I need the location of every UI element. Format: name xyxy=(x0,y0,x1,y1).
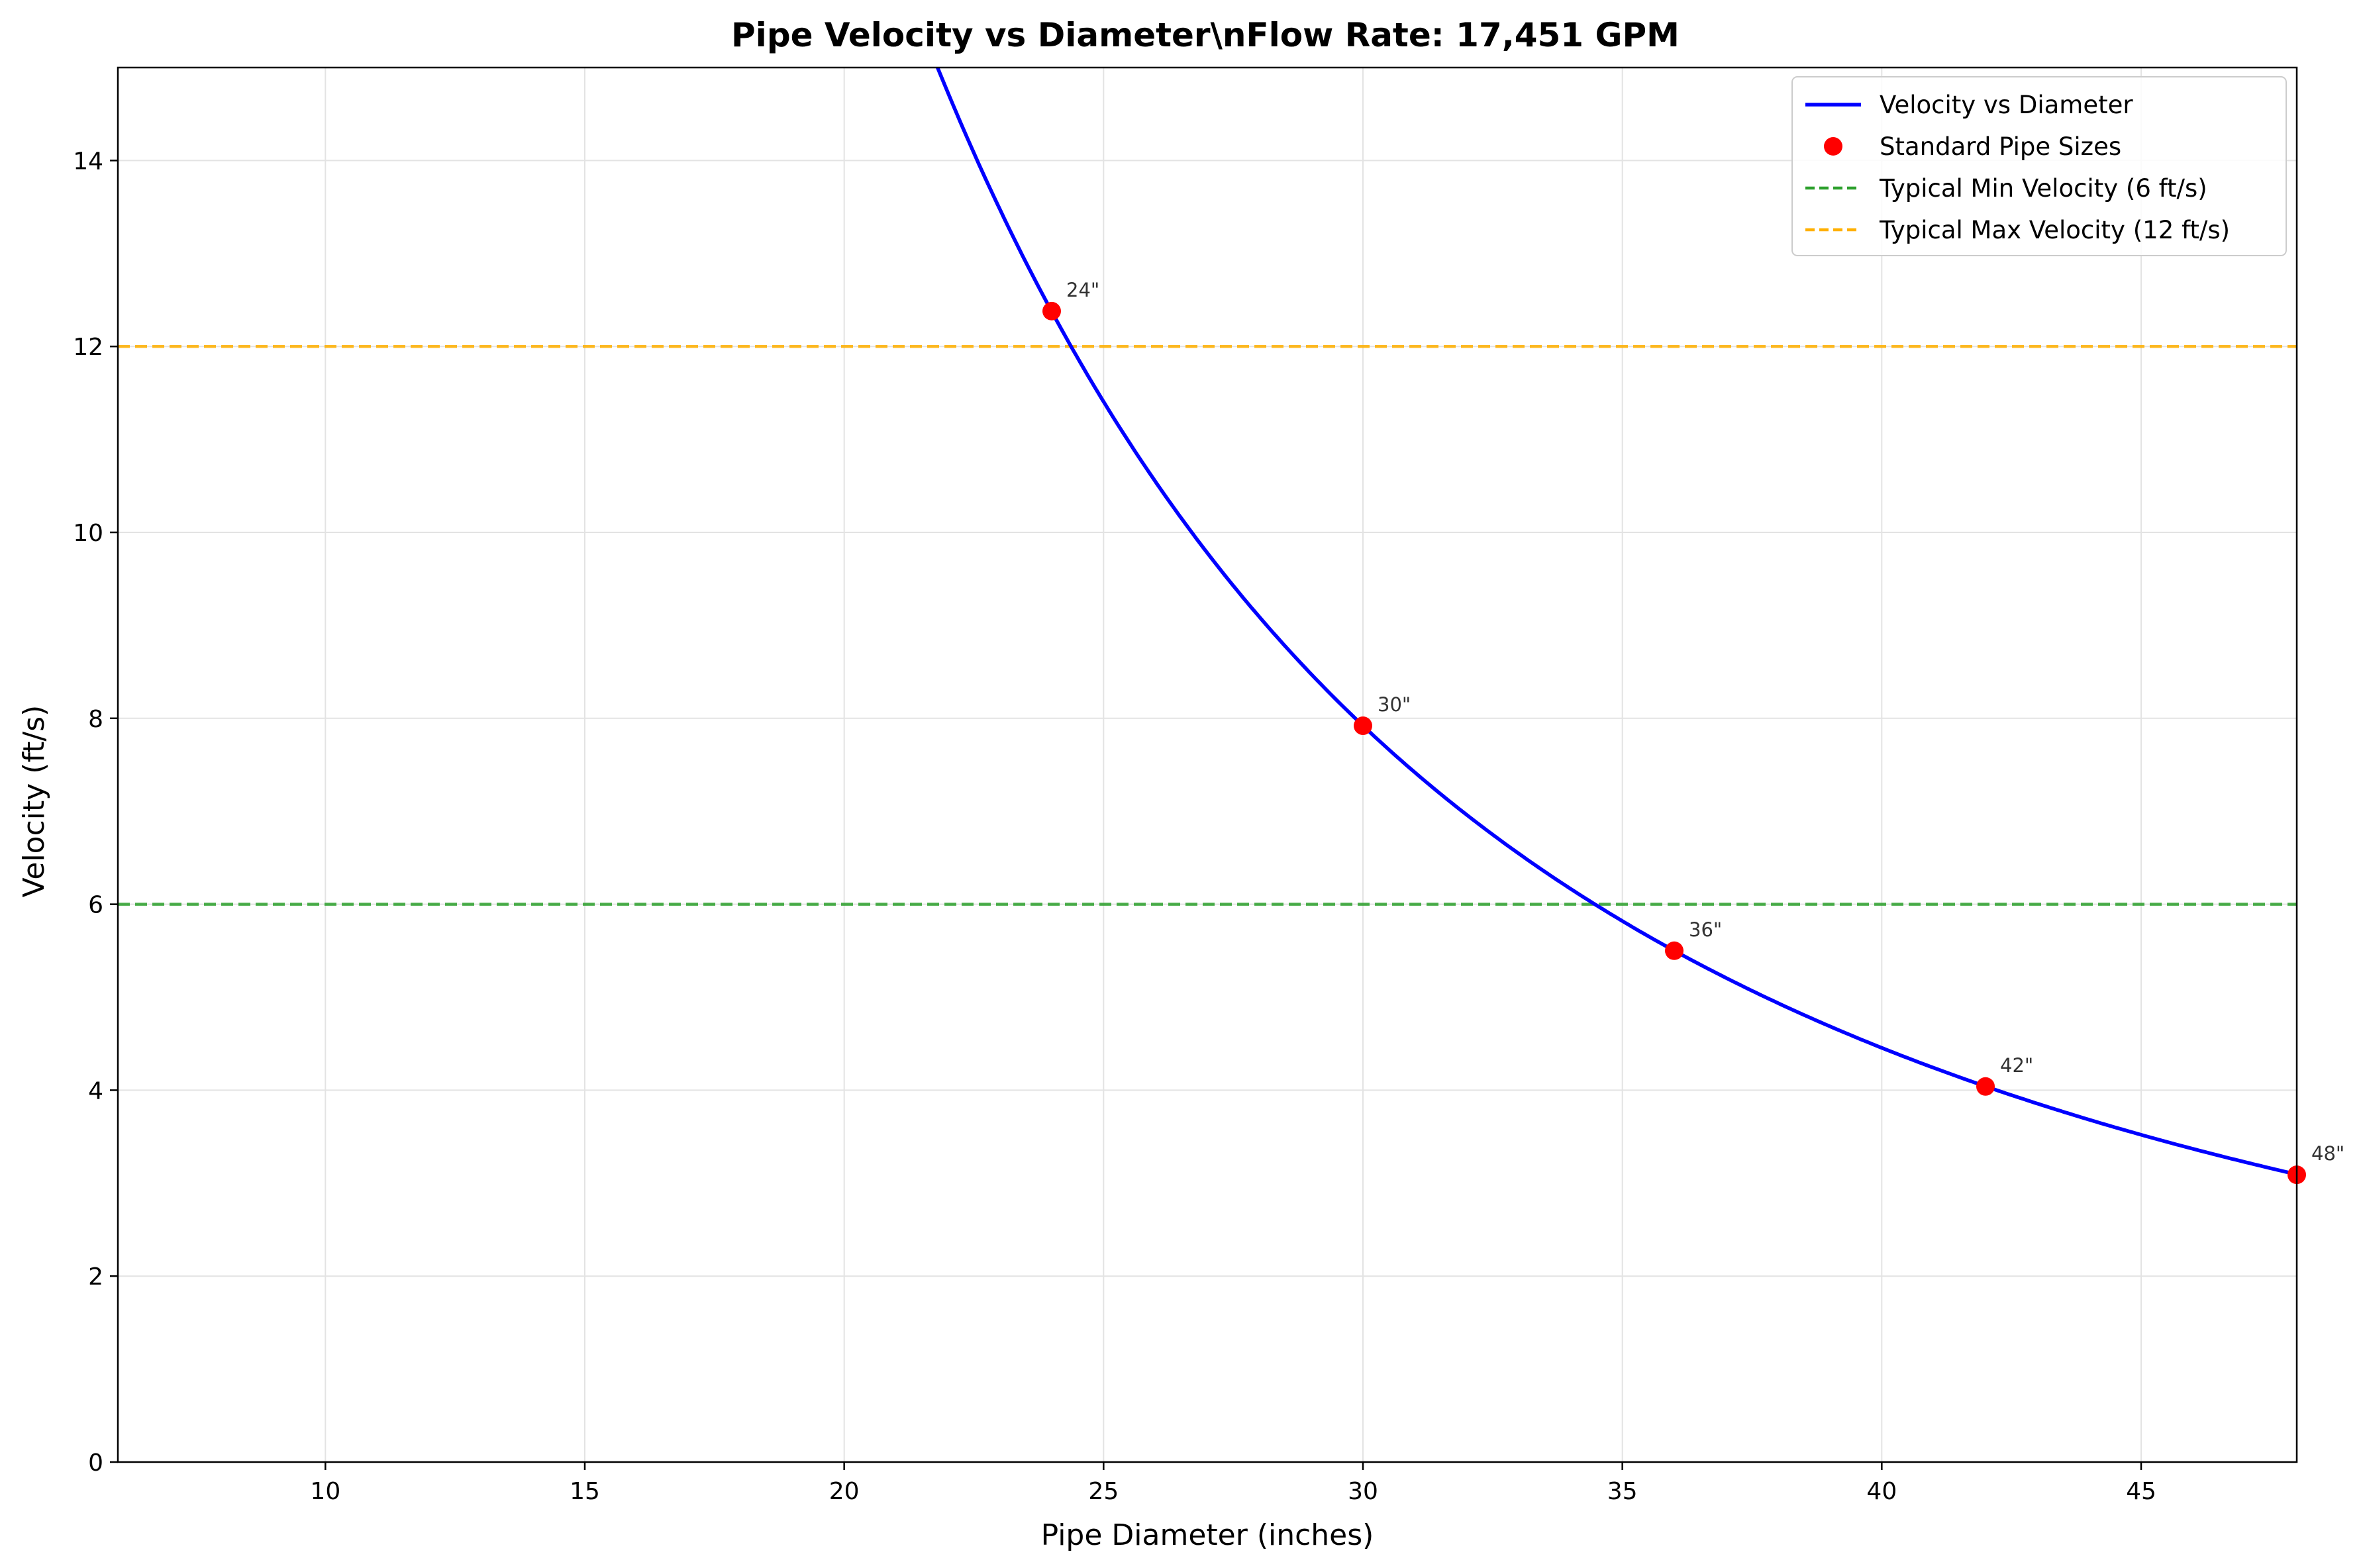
y-tick-label: 12 xyxy=(73,334,103,361)
legend-box xyxy=(1791,76,2287,256)
standard-size-label: 24" xyxy=(1066,279,1099,301)
x-tick-label: 10 xyxy=(310,1478,340,1505)
y-tick-label: 4 xyxy=(88,1077,103,1104)
legend-entry-curve: Velocity vs Diameter xyxy=(1805,91,2133,119)
standard-size-points: 24" 30" 36" 42" 48" xyxy=(1042,279,2344,1185)
legend-swatch xyxy=(1824,137,1842,156)
legend-label: Velocity vs Diameter xyxy=(1880,91,2133,119)
legend-entry-min: Typical Min Velocity (6 ft/s) xyxy=(1805,174,2207,203)
legend-entry-points: Standard Pipe Sizes xyxy=(1824,132,2121,161)
y-tick-label: 0 xyxy=(88,1449,103,1477)
standard-size-point xyxy=(1976,1077,1995,1096)
standard-size-label: 42" xyxy=(2000,1054,2033,1077)
standard-size-point xyxy=(1042,301,1061,320)
velocity-curve-layer xyxy=(935,68,2297,1177)
y-axis-ticks: 0 2 4 6 8 10 12 14 xyxy=(73,148,118,1477)
y-tick-label: 8 xyxy=(88,706,103,733)
legend-entry-max: Typical Max Velocity (12 ft/s) xyxy=(1805,216,2230,244)
legend: Velocity vs Diameter Standard Pipe Sizes T… xyxy=(1791,76,2287,256)
standard-size-point xyxy=(1665,941,1684,960)
y-axis-label: Velocity (ft/s) xyxy=(17,705,51,898)
x-tick-label: 25 xyxy=(1088,1478,1119,1505)
legend-label: Typical Min Velocity (6 ft/s) xyxy=(1879,174,2207,203)
x-axis-ticks: 10 15 20 25 30 35 40 45 xyxy=(310,1462,2156,1505)
x-tick-label: 15 xyxy=(570,1478,600,1505)
y-tick-label: 14 xyxy=(73,148,103,175)
standard-size-point xyxy=(1354,716,1372,736)
y-tick-label: 6 xyxy=(88,892,103,919)
velocity-curve xyxy=(935,68,2297,1177)
grid-lines xyxy=(118,68,2297,1463)
reference-lines xyxy=(118,344,2297,906)
chart-title: Pipe Velocity vs Diameter\nFlow Rate: 17… xyxy=(731,16,1680,54)
legend-label: Standard Pipe Sizes xyxy=(1880,132,2121,161)
y-tick-label: 10 xyxy=(73,520,103,547)
standard-size-label: 36" xyxy=(1689,918,1722,941)
x-tick-label: 20 xyxy=(829,1478,860,1505)
x-tick-label: 35 xyxy=(1607,1478,1638,1505)
x-tick-label: 45 xyxy=(2126,1478,2156,1505)
x-tick-label: 30 xyxy=(1348,1478,1378,1505)
y-tick-label: 2 xyxy=(88,1263,103,1291)
standard-size-label: 48" xyxy=(2311,1142,2344,1165)
plot-frame xyxy=(117,66,2298,1463)
legend-label: Typical Max Velocity (12 ft/s) xyxy=(1879,216,2230,244)
standard-size-label: 30" xyxy=(1378,693,1411,716)
x-axis-label: Pipe Diameter (inches) xyxy=(1041,1518,1374,1552)
x-tick-label: 40 xyxy=(1866,1478,1897,1505)
